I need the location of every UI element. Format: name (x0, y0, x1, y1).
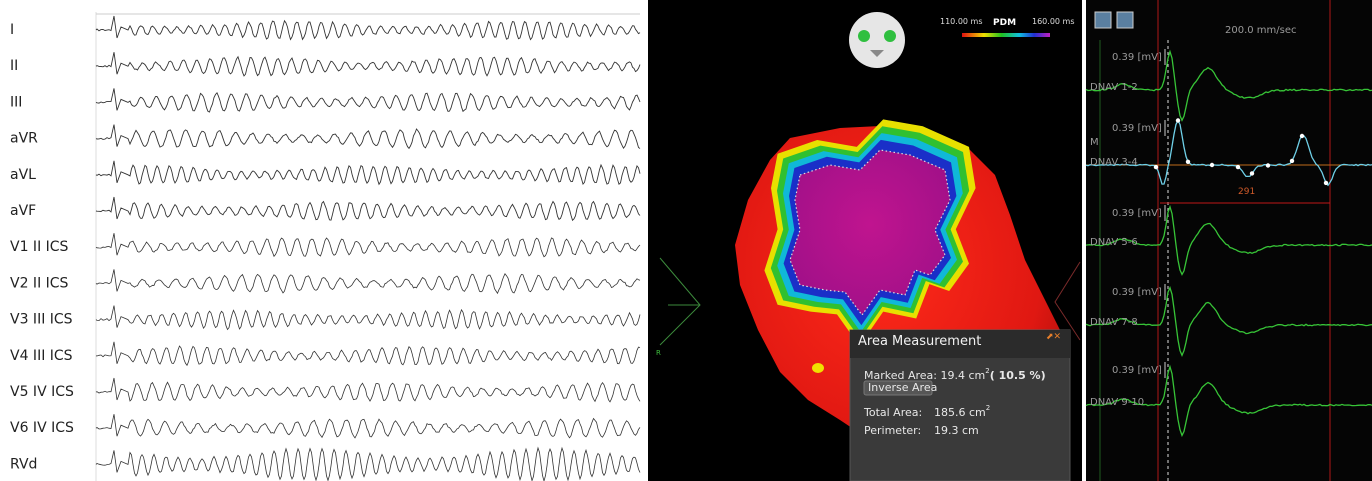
legend-name: PDM (993, 18, 1016, 28)
interval-label: 291 (1238, 187, 1255, 197)
popup-close[interactable]: ⬈✕ (1046, 332, 1061, 342)
channel-label: DNAV 3-4 (1090, 157, 1138, 168)
channel-label: DNAV 1-2 (1090, 82, 1138, 93)
scale-label: 0.39 [mV] (1112, 208, 1162, 219)
lead-label: II (10, 58, 18, 74)
lead-label: RVd (10, 456, 37, 472)
sweep-speed: 200.0 mm/sec (1225, 25, 1297, 36)
annotation-dot (1266, 163, 1270, 167)
electrogram-panel: 200.0 mm/sec 291 M 0.39 [mV] DNAV 1-2 0.39… (1086, 0, 1372, 481)
head-eye (858, 30, 870, 42)
inverse-button-label[interactable]: Inverse Area (868, 381, 937, 394)
tool-icon[interactable] (1117, 12, 1133, 28)
scale-label: 0.39 [mV] (1112, 287, 1162, 298)
annotation-dot (1176, 118, 1180, 122)
annotation-dot (1186, 160, 1190, 164)
head-eye (884, 30, 896, 42)
lead-label: III (10, 94, 22, 110)
scale-label: 0.39 [mV] (1112, 52, 1162, 63)
axis-label: R (656, 349, 661, 357)
lead-label: V1 II ICS (10, 239, 69, 255)
lead-label: V5 IV ICS (10, 384, 74, 400)
popup-title: Area Measurement (858, 334, 981, 349)
lead-label: V4 III ICS (10, 348, 73, 364)
lead-label: aVL (10, 167, 36, 183)
channel-label: DNAV 9-10 (1090, 397, 1144, 408)
annotation-dot (1250, 171, 1254, 175)
lead-label: aVR (10, 131, 38, 147)
channel-label: DNAV 5-6 (1090, 237, 1138, 248)
lead-label: V3 III ICS (10, 312, 73, 328)
annotation-dot (1324, 181, 1328, 185)
annotation-dot (1210, 163, 1214, 167)
annotation-dot (1300, 134, 1304, 138)
marker-label: M (1090, 137, 1099, 148)
scale-label: 0.39 [mV] (1112, 365, 1162, 376)
map-panel: 110.00 ms PDM 160.00 ms R Area Measureme… (648, 0, 1082, 481)
orientation-head (849, 12, 905, 68)
annotation-dot (1236, 165, 1240, 169)
lead-label: V2 II ICS (10, 275, 69, 291)
figure: IIIIIIaVRaVLaVFV1 II ICSV2 II ICSV3 III … (0, 0, 1372, 481)
annotation-dot (1154, 165, 1158, 169)
tool-icon[interactable] (1095, 12, 1111, 28)
lead-label: aVF (10, 203, 36, 219)
color-bar (962, 33, 1050, 37)
annotation-dot (1290, 159, 1294, 163)
lead-label: V6 IV ICS (10, 420, 74, 436)
scale-label: 0.39 [mV] (1112, 123, 1162, 134)
map-spot (812, 363, 824, 373)
legend-max: 160.00 ms (1032, 17, 1075, 26)
legend-min: 110.00 ms (940, 17, 983, 26)
channel-label: DNAV 7-8 (1090, 317, 1138, 328)
marked-area: Marked Area: 19.4 cm2( 10.5 %) (864, 367, 1046, 382)
lead-label: I (10, 22, 14, 38)
